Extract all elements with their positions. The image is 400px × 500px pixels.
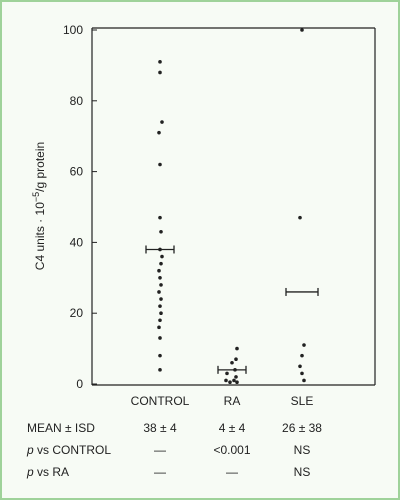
- row-value-mean-sle: 26 ± 38: [282, 421, 322, 435]
- row-value-mean-control: 38 ± 4: [143, 421, 177, 435]
- row-value-pra-ra: —: [226, 465, 238, 479]
- point-ra-5: [234, 375, 238, 379]
- point-sle-2: [302, 343, 306, 347]
- point-sle-1: [298, 215, 302, 220]
- point-control-5: [158, 215, 162, 220]
- y-tick-label-20: 20: [70, 306, 84, 320]
- point-sle-0: [300, 28, 304, 32]
- data-points: [157, 28, 306, 385]
- mean-marker-sle: [285, 287, 319, 296]
- point-control-17: [158, 318, 162, 323]
- mean-marker-ra: [217, 365, 247, 374]
- point-control-3: [157, 130, 161, 135]
- point-control-11: [158, 276, 162, 280]
- row-value-mean-ra: 4 ± 4: [219, 421, 246, 435]
- mean-marker-control: [145, 245, 175, 254]
- point-ra-2: [230, 360, 234, 365]
- point-ra-6: [224, 378, 228, 383]
- y-tick-label-60: 60: [70, 165, 84, 179]
- point-ra-8: [228, 380, 232, 385]
- point-sle-6: [302, 378, 306, 383]
- y-tick-label-40: 40: [70, 235, 84, 249]
- point-control-12: [159, 283, 163, 287]
- point-control-15: [158, 304, 162, 308]
- y-tick-label-100: 100: [63, 23, 83, 37]
- point-control-18: [157, 325, 161, 330]
- y-ticks: 0 20 40 60 80 100: [63, 23, 97, 391]
- row-value-pra-sle: NS: [294, 465, 311, 479]
- row-label-p-vs-ra: p vs RA: [26, 465, 69, 479]
- point-control-20: [158, 353, 162, 358]
- point-control-9: [159, 261, 163, 266]
- y-tick-label-80: 80: [70, 94, 84, 108]
- row-label-p-vs-control: p vs CONTROL: [26, 443, 111, 457]
- category-label-control: CONTROL: [131, 394, 190, 408]
- row-value-pcontrol-control: —: [154, 443, 166, 457]
- y-tick-label-0: 0: [76, 377, 83, 391]
- row-value-pcontrol-ra: <0.001: [213, 443, 250, 457]
- point-ra-1: [234, 357, 238, 362]
- point-control-6: [159, 229, 163, 234]
- row-label-mean: MEAN ± ISD: [27, 421, 95, 435]
- point-ra-9: [235, 380, 239, 385]
- point-control-10: [157, 268, 161, 273]
- point-ra-7: [232, 378, 236, 383]
- category-label-sle: SLE: [291, 394, 314, 408]
- mean-markers: [145, 245, 319, 374]
- point-control-19: [158, 336, 162, 340]
- point-control-4: [158, 162, 162, 167]
- point-sle-4: [298, 364, 302, 369]
- point-sle-5: [300, 371, 304, 376]
- point-control-1: [158, 70, 162, 75]
- point-control-2: [160, 120, 164, 124]
- point-control-0: [158, 60, 162, 64]
- point-control-14: [159, 297, 163, 301]
- row-value-pcontrol-sle: NS: [294, 443, 311, 457]
- point-control-13: [157, 290, 161, 294]
- point-ra-0: [235, 346, 239, 351]
- point-control-16: [159, 311, 163, 316]
- point-control-21: [158, 368, 162, 372]
- point-control-8: [160, 254, 164, 259]
- point-ra-4: [225, 371, 229, 376]
- row-value-pra-control: —: [154, 465, 166, 479]
- point-sle-3: [300, 353, 304, 358]
- y-axis-label: C4 units · 10−5/g protein: [31, 142, 47, 270]
- category-label-ra: RA: [224, 394, 241, 408]
